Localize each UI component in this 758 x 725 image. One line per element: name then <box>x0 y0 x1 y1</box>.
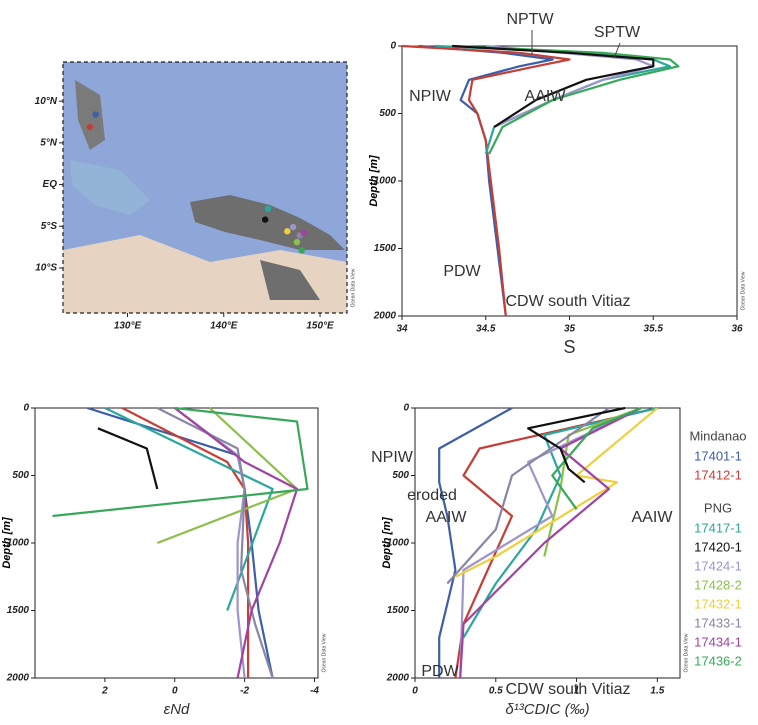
legend-entry: 17433-1 <box>694 615 742 630</box>
annotation: CDW south Vitiaz <box>505 681 630 698</box>
y-tick-label: 2000 <box>6 673 30 684</box>
x-tick-label: 150°E <box>306 321 334 332</box>
legend-entry: 17434-1 <box>694 634 742 649</box>
y-tick-label: 10°S <box>35 263 57 274</box>
station-marker <box>284 228 290 234</box>
legend-entry: 17412-1 <box>694 467 742 482</box>
station-marker <box>290 224 296 230</box>
x-tick-label: 1.5 <box>650 686 664 697</box>
y-tick-label: 1500 <box>374 243 397 254</box>
profile-line <box>419 46 553 316</box>
profile-line <box>455 408 657 577</box>
y-tick-label: 2000 <box>373 311 397 322</box>
annotation: PDW <box>421 663 459 680</box>
legend-entry: 17436-2 <box>694 653 742 668</box>
station-marker <box>265 206 271 212</box>
y-tick-label: 0 <box>23 403 29 414</box>
x-tick-label: -2 <box>240 686 249 697</box>
x-tick-label: 140°E <box>210 321 238 332</box>
credit: Ocean Data View <box>683 633 689 672</box>
profile-line <box>402 46 570 316</box>
y-tick-label: 1500 <box>387 605 410 616</box>
y-tick-label: 0 <box>390 41 396 52</box>
legend-entry: 17432-1 <box>694 596 742 611</box>
figure: 130°E 140°E 150°E 10°N 5°N EQ 5°S 10°S Ocean Dat… <box>0 0 758 725</box>
legend-title: PNG <box>704 500 732 515</box>
credit: Ocean Data View <box>350 268 356 307</box>
y-tick-label: 500 <box>392 470 409 481</box>
y-tick-label: 2000 <box>386 673 410 684</box>
station-marker <box>87 124 93 130</box>
annotation: AAIW <box>525 88 567 105</box>
x-tick-label: 36 <box>731 324 743 335</box>
annotation: NPTW <box>506 11 554 28</box>
map-background <box>63 62 347 313</box>
profile-line <box>98 428 157 489</box>
y-tick-label: EQ <box>43 179 58 190</box>
station-marker <box>299 247 305 253</box>
profile-line <box>87 408 272 678</box>
annotation: NPIW <box>371 449 414 466</box>
station-marker <box>300 230 306 236</box>
y-axis-label: Depth [m] <box>381 517 393 569</box>
credit: Ocean Data View <box>321 633 327 672</box>
x-axis-label: S <box>563 337 575 357</box>
x-tick-label: -4 <box>310 686 319 697</box>
annotation: PDW <box>443 263 481 280</box>
station-marker <box>262 216 268 222</box>
y-tick-label: 1500 <box>7 605 30 616</box>
legend-entry: 17428-2 <box>694 577 742 592</box>
plot-frame <box>35 408 318 678</box>
annotation: SPTW <box>594 24 641 41</box>
y-axis-label: Depth [m] <box>368 155 380 207</box>
y-tick-label: 5°S <box>41 221 58 232</box>
x-tick-label: 34.5 <box>476 324 496 335</box>
x-axis-label: δ¹³CDIC (‰) <box>505 701 589 718</box>
annotation: AAIW <box>426 509 468 526</box>
x-tick-label: 35 <box>564 324 576 335</box>
annotation: CDW south Vitiaz <box>505 293 630 310</box>
annotation: eroded <box>407 487 457 504</box>
legend-title: Mindanao <box>689 428 746 443</box>
y-axis-label: Depth [m] <box>1 517 13 569</box>
x-tick-label: 2 <box>101 686 108 697</box>
x-tick-label: 0.5 <box>489 686 503 697</box>
x-tick-label: 35.5 <box>644 324 664 335</box>
x-tick-label: 0 <box>412 686 418 697</box>
legend-entry: 17417-1 <box>694 520 742 535</box>
annotation: AAIW <box>632 509 674 526</box>
y-tick-label: 0 <box>403 403 409 414</box>
legend-entry: 17401-1 <box>694 448 742 463</box>
x-tick-label: 0 <box>172 686 178 697</box>
x-axis-label: εNd <box>164 701 190 718</box>
annotation: NPIW <box>409 88 452 105</box>
y-tick-label: 5°N <box>40 138 58 149</box>
x-tick-label: 34 <box>396 324 408 335</box>
profile-line <box>439 408 512 678</box>
credit: Ocean Data View <box>740 271 746 310</box>
legend-entry: 17420-1 <box>694 539 742 554</box>
station-marker <box>294 239 300 245</box>
x-tick-label: 130°E <box>114 321 142 332</box>
station-marker <box>93 111 99 117</box>
profile-line <box>157 408 297 543</box>
legend-entry: 17424-1 <box>694 558 742 573</box>
profile-line <box>175 408 245 678</box>
y-tick-label: 500 <box>379 108 396 119</box>
y-tick-label: 10°N <box>35 96 58 107</box>
y-tick-label: 500 <box>12 470 29 481</box>
